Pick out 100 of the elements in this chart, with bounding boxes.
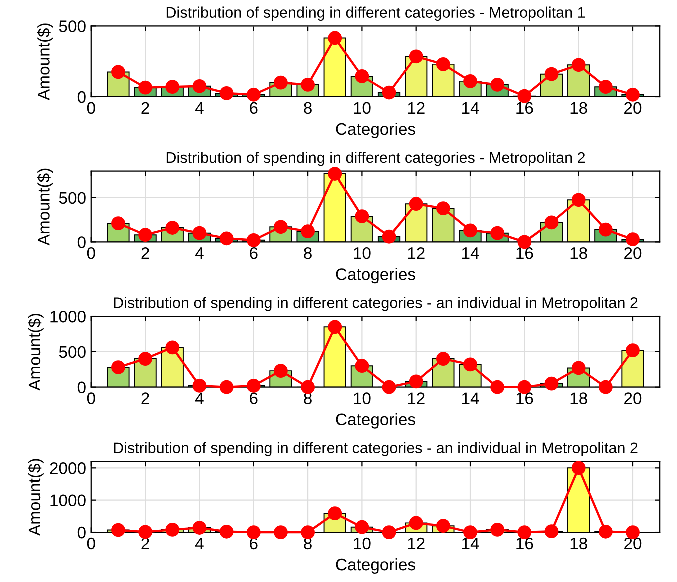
point: [382, 230, 396, 244]
x-tick-label: 8: [304, 247, 312, 260]
x-tick-label: 2: [142, 247, 150, 260]
point: [355, 520, 370, 534]
x-tick-label: 4: [195, 538, 204, 550]
point: [436, 202, 450, 216]
y-axis-title: Amount($): [37, 168, 54, 246]
point: [572, 361, 586, 376]
y-tick-label: 2000: [50, 462, 86, 474]
point: [246, 378, 261, 393]
x-tick-label: 20: [624, 247, 642, 260]
point: [192, 79, 207, 94]
x-tick-label: 8: [304, 102, 312, 114]
x-tick-label: 4: [195, 248, 204, 260]
point: [464, 358, 478, 372]
point: [274, 526, 288, 540]
point: [166, 523, 180, 537]
x-tick-label: 20: [624, 392, 642, 404]
point: [301, 526, 315, 540]
x-tick-label: 12: [408, 392, 425, 404]
point: [246, 526, 261, 540]
x-tick-label: 10: [354, 102, 371, 114]
point: [409, 516, 424, 530]
x-tick-label: 18: [570, 538, 588, 550]
point: [274, 364, 288, 378]
x-tick-label: 10: [354, 392, 371, 404]
x-tick-label: 14: [462, 248, 480, 260]
point: [490, 78, 505, 92]
point: [246, 233, 261, 248]
point: [301, 224, 315, 239]
y-tick-label: 500: [59, 346, 86, 358]
x-tick-label: 2: [142, 102, 150, 114]
point: [572, 461, 586, 476]
x-tick-label: 12: [408, 102, 425, 114]
point: [544, 216, 559, 230]
y-tick-label: 0: [78, 236, 86, 248]
point: [598, 380, 613, 394]
point: [301, 78, 315, 92]
point: [301, 380, 315, 394]
point: [626, 344, 640, 358]
point: [355, 359, 370, 374]
point: [626, 88, 640, 102]
point: [166, 80, 180, 94]
point: [382, 86, 396, 100]
x-tick-label: 10: [354, 538, 371, 550]
point: [192, 521, 207, 535]
point: [598, 80, 613, 94]
x-tick-label: 2: [142, 392, 150, 404]
x-tick-label: 0: [87, 102, 96, 114]
point: [544, 67, 559, 82]
x-tick-label: 6: [250, 247, 258, 260]
point: [464, 224, 478, 238]
point: [436, 352, 450, 366]
point: [572, 58, 586, 72]
point: [382, 526, 396, 540]
point: [598, 524, 613, 539]
point: [626, 232, 640, 246]
chart-title: Distribution of spending in different categories - Metropolitan 1: [166, 6, 586, 22]
point: [544, 524, 559, 539]
x-tick-label: 6: [250, 102, 258, 114]
point: [246, 88, 261, 102]
y-tick-label: 500: [59, 20, 86, 32]
x-tick-label: 14: [462, 392, 480, 404]
x-axis-title: Categories: [336, 558, 416, 574]
x-tick-label: 0: [87, 538, 96, 550]
point: [166, 340, 180, 355]
y-tick-label: 1000: [50, 310, 86, 323]
x-tick-label: 14: [462, 538, 480, 550]
point: [192, 378, 207, 393]
point: [112, 216, 126, 231]
y-tick-label: 0: [78, 91, 86, 104]
x-tick-label: 12: [408, 247, 425, 260]
point: [409, 197, 424, 212]
x-tick-label: 16: [516, 538, 534, 550]
point: [138, 525, 152, 540]
point: [464, 74, 478, 88]
point: [409, 374, 424, 389]
point: [274, 76, 288, 90]
x-tick-label: 20: [624, 538, 642, 550]
point: [220, 232, 234, 246]
point: [355, 210, 370, 224]
x-tick-label: 16: [516, 392, 534, 404]
point: [220, 86, 234, 100]
y-tick-label: 500: [59, 192, 86, 204]
point: [572, 193, 586, 208]
point: [436, 519, 450, 534]
x-tick-label: 10: [354, 247, 371, 260]
x-tick-label: 0: [87, 392, 96, 404]
point: [328, 167, 342, 181]
x-tick-label: 12: [408, 538, 425, 550]
x-tick-label: 18: [570, 392, 588, 404]
y-tick-label: 1000: [50, 494, 86, 507]
point: [544, 376, 559, 391]
point: [328, 31, 342, 46]
point: [166, 221, 180, 235]
x-tick-label: 4: [195, 392, 204, 404]
point: [138, 228, 152, 242]
chart-title: Distribution of spending in different categories - an individual in Metropolitan 2: [114, 297, 638, 312]
y-axis-title: Amount($): [37, 24, 54, 100]
x-tick-label: 18: [570, 102, 588, 114]
